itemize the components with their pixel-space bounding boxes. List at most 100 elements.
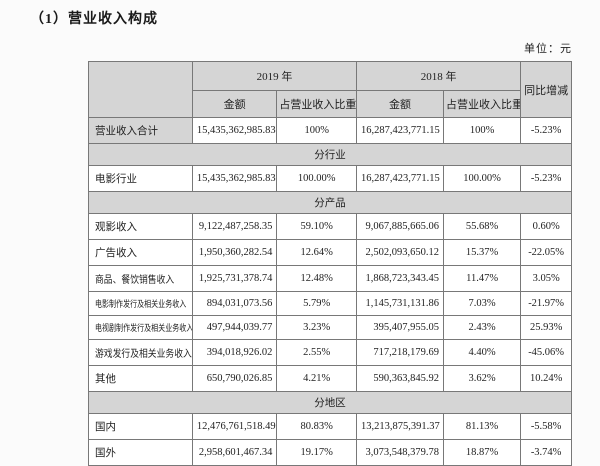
row-label: 营业收入合计 [88,117,193,144]
row-label-text: 商品、餐饮销售收入 [95,275,175,286]
pct-2018: 18.87% [442,439,522,466]
table-area: 单位：元 2019 年 2018 年 同比增减 金额 占营业收入比重 金额 占营… [88,40,572,466]
year-2018-header: 2018 年 [356,61,522,91]
amount-2019: 9,122,487,258.35 [191,213,278,240]
yoy-change: -45.06% [520,339,572,366]
amount-2018: 1,868,723,343.45 [356,265,444,292]
table-row: 电视剧制作发行及相关业务收入 497,944,039.77 3.23% 395,407… [88,315,572,340]
pct-2019: 59.10% [276,213,358,240]
pct-2019: 12.48% [276,265,358,292]
pct-2018: 7.03% [442,291,522,316]
yoy-change: 0.60% [520,213,572,240]
row-label-text: 电影制作发行及相关业务收入 [95,299,187,309]
yoy-change: -5.58% [520,413,572,440]
pct-2018: 15.37% [442,239,522,266]
row-label: 电影行业 [88,165,193,192]
unit-label: 单位：元 [524,43,572,55]
amount-2018: 3,073,548,379.78 [356,439,444,466]
pct-2019: 80.83% [276,413,358,440]
amount-2018: 16,287,423,771.15 [356,117,444,144]
pct-2019-header: 占营业收入比重 [276,90,358,118]
pct-2019: 12.64% [276,239,358,266]
row-label-text: 电视剧制作发行及相关业务收入 [95,323,193,333]
row-label-text: 观影收入 [95,222,137,233]
pct-2019: 5.79% [276,291,358,316]
yoy-change: -5.23% [520,165,572,192]
pct-2018: 100.00% [442,165,522,192]
pct-2018: 2.43% [442,315,522,340]
yoy-change: 3.05% [520,265,572,292]
amount-2019: 15,435,362,985.83 [191,165,278,192]
pct-2019: 4.21% [276,365,358,392]
report-page: （1）营业收入构成 单位：元 2019 年 2018 年 同比增减 金额 占营业… [30,12,572,466]
section-row: 分行业 [88,143,572,166]
table-row: 观影收入 9,122,487,258.35 59.10% 9,067,885,665.… [88,213,572,240]
page-title: （1）营业收入构成 [30,12,158,27]
pct-2019: 100.00% [276,165,358,192]
amount-2018: 9,067,885,665.06 [356,213,444,240]
row-label-text: 游戏发行及相关业务收入 [95,349,192,360]
pct-2019: 3.23% [276,315,358,340]
table-row: 广告收入 1,950,360,282.54 12.64% 2,502,093,650.… [88,239,572,266]
amount-2019: 2,958,601,467.34 [191,439,278,466]
amount-2018: 590,363,845.92 [356,365,444,392]
row-label-text: 营业收入合计 [95,126,158,137]
pct-2019: 19.17% [276,439,358,466]
row-label-text: 其他 [95,374,116,385]
yoy-change: -3.74% [520,439,572,466]
amount-2019: 394,018,926.02 [191,339,278,366]
table-row: 营业收入合计 15,435,362,985.83 100% 16,287,423,77… [88,117,572,144]
corner-blank-cell [88,61,193,118]
table-row: 游戏发行及相关业务收入 394,018,926.02 2.55% 717,218,17… [88,339,572,366]
row-label-text: 国外 [95,448,116,459]
row-label: 国外 [88,439,193,466]
pct-2019: 100% [276,117,358,144]
table-body: 营业收入合计 15,435,362,985.83 100% 16,287,423,77… [88,117,572,466]
amount-2018: 717,218,179.69 [356,339,444,366]
amount-2018: 2,502,093,650.12 [356,239,444,266]
table-row: 电影制作发行及相关业务收入 894,031,073.56 5.79% 1,145,73… [88,291,572,316]
yoy-change: -21.97% [520,291,572,316]
yoy-change: -5.23% [520,117,572,144]
header-row-metrics: 金额 占营业收入比重 金额 占营业收入比重 [89,90,572,118]
row-label: 电视剧制作发行及相关业务收入 [88,315,193,340]
table-row: 商品、餐饮销售收入 1,925,731,378.74 12.48% 1,868,723… [88,265,572,292]
pct-2018: 3.62% [442,365,522,392]
amount-2018-header: 金额 [356,90,444,118]
row-label: 国内 [88,413,193,440]
amount-2018: 1,145,731,131.86 [356,291,444,316]
pct-2018-header: 占营业收入比重 [442,90,522,118]
amount-2019: 1,925,731,378.74 [191,265,278,292]
row-label: 商品、餐饮销售收入 [88,265,193,292]
year-2019-header: 2019 年 [191,61,358,91]
header-row-years: 2019 年 2018 年 同比增减 [88,61,572,118]
table-row: 其他 650,790,026.85 4.21% 590,363,845.92 3.62%… [88,365,572,392]
amount-2018: 16,287,423,771.15 [356,165,444,192]
row-label-text: 国内 [95,422,116,433]
row-label: 电影制作发行及相关业务收入 [88,291,193,316]
row-label-text: 电影行业 [95,174,137,185]
revenue-table: 2019 年 2018 年 同比增减 金额 占营业收入比重 金额 占营业收入比重… [88,61,572,466]
section-label: 分行业 [88,143,572,166]
row-label: 游戏发行及相关业务收入 [88,339,193,366]
row-label: 观影收入 [88,213,193,240]
pct-2018: 4.40% [442,339,522,366]
section-label: 分产品 [88,191,572,214]
pct-2019: 2.55% [276,339,358,366]
pct-2018: 11.47% [442,265,522,292]
pct-2018: 81.13% [442,413,522,440]
section-row: 分产品 [88,191,572,214]
yoy-change: 10.24% [520,365,572,392]
amount-2019: 12,476,761,518.49 [191,413,278,440]
pct-2018: 100% [442,117,522,144]
row-label: 其他 [88,365,193,392]
amount-2018: 395,407,955.05 [356,315,444,340]
yoy-change: -22.05% [520,239,572,266]
amount-2018: 13,213,875,391.37 [356,413,444,440]
pct-2018: 55.68% [442,213,522,240]
table-row: 电影行业 15,435,362,985.83 100.00% 16,287,423,7… [88,165,572,192]
amount-2019: 650,790,026.85 [191,365,278,392]
amount-2019: 497,944,039.77 [191,315,278,340]
row-label-text: 广告收入 [95,248,137,259]
table-row: 国内 12,476,761,518.49 80.83% 13,213,875,391.… [88,413,572,440]
